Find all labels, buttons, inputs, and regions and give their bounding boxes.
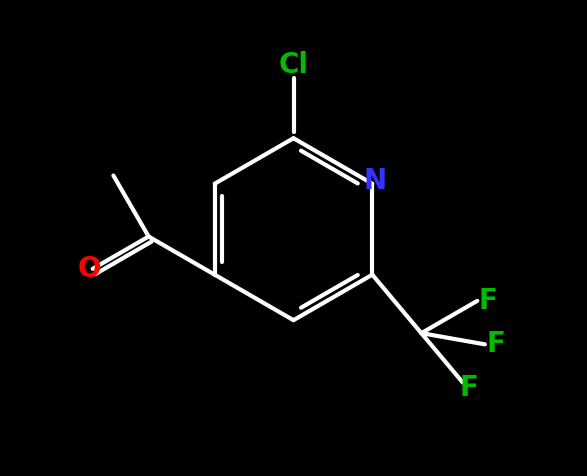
Text: O: O — [78, 255, 102, 283]
Text: F: F — [459, 375, 478, 403]
Text: F: F — [478, 287, 497, 315]
Text: F: F — [486, 330, 505, 358]
Text: Cl: Cl — [278, 51, 309, 79]
Text: N: N — [364, 167, 387, 195]
